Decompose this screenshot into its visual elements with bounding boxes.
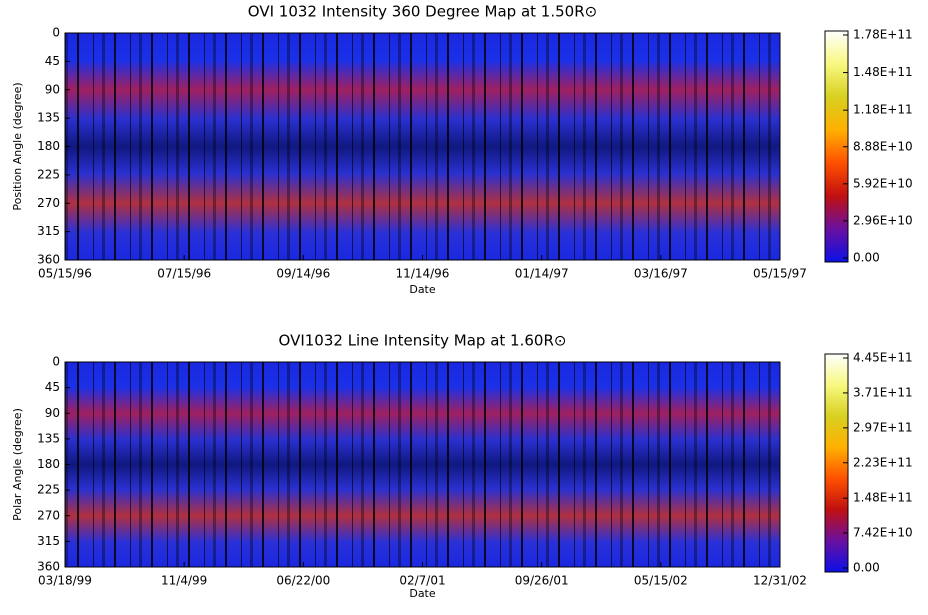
colorbar-tick-label: 5.92E+10 xyxy=(853,176,913,190)
chart-title: OVI1032 Line Intensity Map at 1.60R⊙ xyxy=(279,332,567,350)
x-tick-label: 12/31/02 xyxy=(753,574,807,588)
x-tick-label: 03/16/97 xyxy=(634,267,688,281)
x-tick-label: 03/18/99 xyxy=(38,574,92,588)
y-tick-label: 135 xyxy=(37,431,60,445)
data-gaps xyxy=(65,362,780,567)
colorbar-tick-label: 2.96E+10 xyxy=(853,213,913,227)
y-tick-label: 315 xyxy=(37,534,60,548)
y-tick-label: 315 xyxy=(37,224,60,238)
colorbar-tick-label: 1.18E+11 xyxy=(853,103,913,117)
x-tick-label: 11/4/99 xyxy=(161,574,207,588)
colorbar-tick-label: 1.48E+11 xyxy=(853,491,913,505)
colorbar-tick-label: 0.00 xyxy=(853,561,880,575)
x-tick-label: 06/22/00 xyxy=(276,574,330,588)
y-tick-label: 180 xyxy=(37,457,60,471)
colorbar-tick-label: 8.88E+10 xyxy=(853,139,913,153)
x-tick-label: 05/15/02 xyxy=(634,574,688,588)
data-gaps xyxy=(65,33,780,260)
chart-title: OVI 1032 Intensity 360 Degree Map at 1.5… xyxy=(248,3,597,21)
y-axis-label: Polar Angle (degree) xyxy=(11,408,24,521)
x-axis-label: Date xyxy=(409,587,436,600)
x-tick-label: 07/15/96 xyxy=(157,267,211,281)
y-tick-label: 270 xyxy=(37,196,60,210)
y-tick-label: 270 xyxy=(37,508,60,522)
y-tick-label: 360 xyxy=(37,253,60,267)
x-axis-label: Date xyxy=(409,283,436,296)
x-tick-label: 11/14/96 xyxy=(396,267,450,281)
y-tick-label: 0 xyxy=(52,355,60,369)
y-tick-label: 0 xyxy=(52,26,60,40)
colorbar-tick-label: 1.78E+11 xyxy=(853,28,913,42)
y-tick-label: 90 xyxy=(45,406,60,420)
colorbar-tick-label: 2.23E+11 xyxy=(853,455,913,469)
y-tick-label: 45 xyxy=(45,54,60,68)
x-tick-label: 05/15/96 xyxy=(38,267,92,281)
y-tick-label: 90 xyxy=(45,82,60,96)
y-tick-label: 45 xyxy=(45,380,60,394)
y-axis-label: Position Angle (degree) xyxy=(11,82,24,210)
x-tick-label: 02/7/01 xyxy=(399,574,445,588)
x-tick-label: 05/15/97 xyxy=(753,267,807,281)
x-tick-label: 01/14/97 xyxy=(515,267,569,281)
colorbar-tick-label: 1.48E+11 xyxy=(853,65,913,79)
y-tick-label: 225 xyxy=(37,167,60,181)
colorbar-tick-label: 3.71E+11 xyxy=(853,385,913,399)
x-tick-label: 09/26/01 xyxy=(515,574,569,588)
colorbar-tick-label: 0.00 xyxy=(853,251,880,265)
y-tick-label: 135 xyxy=(37,111,60,125)
colorbar-tick-label: 4.45E+11 xyxy=(853,351,913,365)
y-tick-label: 180 xyxy=(37,139,60,153)
x-tick-label: 09/14/96 xyxy=(276,267,330,281)
colorbar-tick-label: 2.97E+11 xyxy=(853,420,913,434)
y-tick-label: 360 xyxy=(37,560,60,574)
colorbar-tick-label: 7.42E+10 xyxy=(853,525,913,539)
y-tick-label: 225 xyxy=(37,483,60,497)
